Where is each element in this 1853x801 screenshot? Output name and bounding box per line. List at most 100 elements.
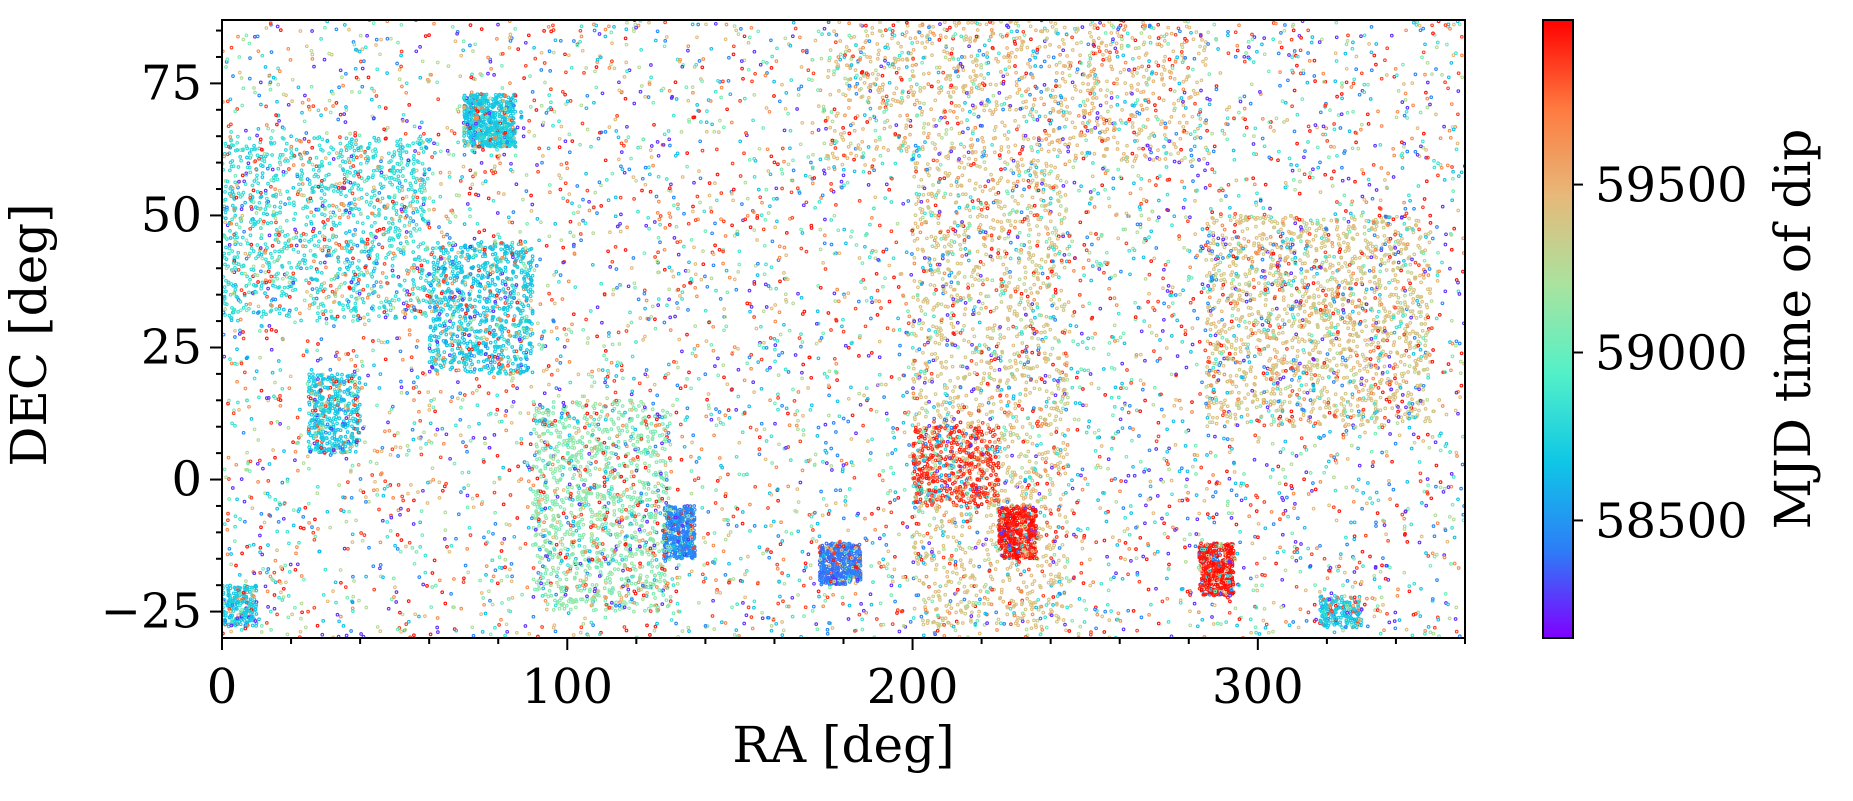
data-point (1024, 585, 1029, 589)
data-point (520, 316, 524, 321)
data-point (528, 341, 533, 346)
data-point (431, 317, 436, 321)
data-point (1035, 302, 1039, 306)
data-point (439, 273, 444, 278)
data-point (933, 340, 938, 345)
data-point (522, 250, 526, 255)
data-point (1057, 579, 1062, 584)
data-point (1049, 462, 1054, 467)
data-point (503, 250, 508, 255)
data-point (646, 486, 651, 491)
data-point (979, 359, 984, 363)
data-point (629, 508, 634, 513)
data-point (343, 444, 348, 449)
data-point (335, 372, 340, 377)
data-point (507, 302, 512, 307)
data-point (634, 537, 638, 542)
data-point (450, 269, 455, 274)
data-point (490, 318, 495, 322)
data-point (1038, 415, 1043, 420)
data-point (1018, 480, 1023, 485)
data-point (321, 425, 325, 430)
data-point (503, 269, 508, 273)
data-point (480, 144, 485, 149)
data-point (978, 589, 983, 593)
data-point (520, 247, 525, 252)
data-point (470, 141, 474, 146)
data-point (644, 540, 649, 545)
data-point (656, 494, 661, 498)
data-point (634, 552, 638, 556)
data-point (545, 494, 550, 498)
data-point (991, 542, 995, 547)
data-point (517, 308, 522, 313)
data-point (645, 498, 649, 502)
data-point (434, 368, 438, 372)
data-point (1025, 596, 1030, 601)
data-point (1049, 169, 1053, 174)
data-point (484, 123, 489, 128)
data-point (1019, 452, 1023, 456)
data-point (917, 578, 922, 583)
data-point (468, 303, 473, 308)
data-point (337, 394, 342, 398)
data-point (485, 337, 489, 342)
data-point (464, 303, 469, 307)
data-point (463, 318, 468, 323)
data-point (434, 362, 438, 366)
data-point (590, 514, 594, 519)
data-point (579, 455, 584, 460)
data-point (515, 369, 519, 374)
data-point (464, 113, 469, 118)
data-point (613, 608, 618, 613)
data-point (973, 545, 978, 550)
data-point (649, 454, 653, 458)
data-point (914, 202, 918, 207)
data-point (551, 525, 556, 530)
data-point (445, 281, 450, 286)
data-point (624, 557, 629, 562)
data-point (529, 349, 533, 353)
data-point (509, 368, 513, 372)
data-point (1030, 195, 1035, 200)
data-point (493, 142, 497, 147)
data-point (348, 386, 353, 390)
data-point (573, 455, 578, 459)
data-point (435, 263, 439, 267)
data-point (612, 512, 617, 517)
data-point (427, 360, 432, 364)
data-point (935, 374, 940, 378)
data-point (455, 334, 460, 339)
data-point (1032, 297, 1037, 302)
data-point (567, 424, 571, 428)
data-point (523, 270, 527, 274)
data-point (518, 367, 523, 372)
data-point (512, 131, 517, 136)
data-point (625, 429, 630, 434)
data-point (454, 274, 459, 278)
data-point (954, 539, 959, 543)
data-point (593, 454, 597, 458)
data-point (1053, 290, 1058, 295)
data-point (545, 602, 550, 606)
data-point (537, 456, 542, 461)
data-point (1046, 396, 1051, 401)
data-point (431, 319, 436, 323)
data-point (917, 411, 922, 415)
data-point (605, 575, 610, 580)
data-point (583, 478, 588, 482)
data-point (500, 255, 504, 260)
data-point (434, 276, 438, 280)
data-point (660, 483, 664, 487)
data-point (479, 124, 484, 129)
data-point (468, 102, 472, 107)
data-point (598, 510, 602, 515)
data-point (942, 565, 946, 570)
data-point (587, 460, 591, 465)
data-point (589, 531, 594, 536)
data-point (553, 423, 558, 428)
data-point (595, 537, 600, 541)
data-point (594, 460, 598, 464)
data-point (966, 339, 971, 344)
data-point (510, 125, 515, 130)
